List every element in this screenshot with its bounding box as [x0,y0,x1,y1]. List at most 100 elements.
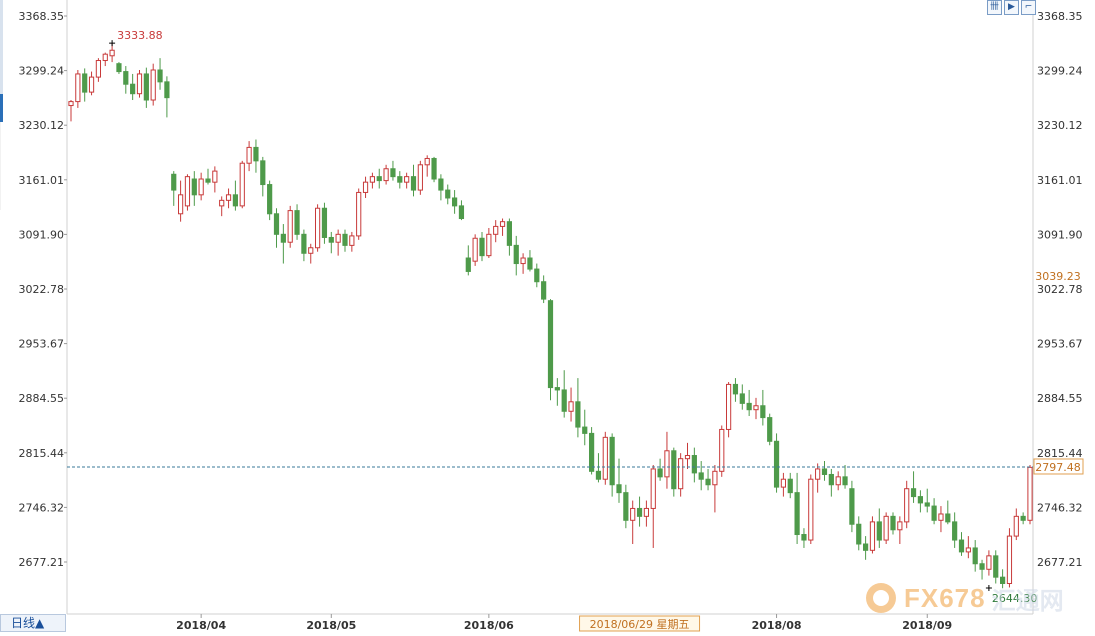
right-price-label: 3039.23 [1035,270,1081,283]
current-price-box [1033,458,1084,475]
y-tick-label-right: 3022.78 [1037,283,1083,296]
y-tick-label-right: 3299.24 [1037,65,1083,78]
candle-body [164,81,170,99]
candle-body [842,476,848,486]
candle-body [958,539,965,553]
settings-icon[interactable]: ⌐ [1021,0,1036,15]
candle-body [356,191,362,237]
y-tick-label-left: 2746.32 [19,501,65,514]
candle-body [212,170,218,183]
candle-body [397,176,403,183]
candle-body [219,199,225,207]
candle-body [520,257,526,265]
candle-body [883,515,889,541]
chart-type-icon[interactable]: 卌 [987,0,1002,15]
candle-body [178,194,184,215]
candle-body [801,534,807,541]
candle-body [130,83,136,95]
candle-body [719,428,725,472]
candle-body [335,233,341,243]
candle-body [362,181,369,193]
candle-body [205,178,211,183]
candle-body [732,383,739,395]
candle-body [486,233,492,257]
y-tick-label-left: 2815.44 [19,447,65,460]
candle-body [109,49,115,57]
candle-body [739,393,745,404]
candle-body [68,101,74,107]
candle-body [1000,576,1006,584]
y-tick-label-left: 2953.67 [19,338,65,351]
candle-body [404,176,410,183]
candle-body [95,60,102,78]
x-tick-label: 2018/05 [306,619,356,632]
candle-body [993,555,999,578]
candle-body [856,523,862,545]
candle-body [123,71,129,85]
candle-body [643,507,649,517]
candle-body [301,233,307,254]
candle-body [657,468,663,478]
candle-body [1027,466,1033,521]
candle-body [890,515,896,531]
candle-body [828,473,834,486]
candle-body [191,178,197,196]
candle-body [917,496,923,504]
y-tick-label-left: 3091.90 [19,228,65,241]
crosshair-date-box [579,615,701,632]
y-tick-label-right: 2884.55 [1037,392,1083,405]
candle-body [897,521,903,531]
candle-body [746,402,752,411]
candle-body [342,233,348,246]
candle-body [835,476,841,486]
y-tick-label-right: 2953.67 [1037,338,1083,351]
candle-body [465,257,471,272]
y-tick-label-right: 2677.21 [1037,556,1083,569]
candle-body [239,162,245,207]
candle-body [650,468,656,509]
candle-body [143,73,149,101]
candle-body [136,73,143,95]
play-icon[interactable]: ▶ [1004,0,1019,15]
candle-body [417,164,423,191]
watermark-text: FX678 [904,582,986,613]
candle-body [678,458,684,490]
candle-body [787,478,793,494]
candle-body [568,401,574,412]
candle-body [705,478,711,486]
candle-body [116,63,122,73]
candle-body [698,472,704,480]
candle-body [308,247,314,254]
candle-body [328,236,334,243]
candle-body [561,389,567,412]
candle-body [869,521,876,551]
candle-body [630,507,636,521]
candle-body [863,543,869,551]
candle-body [609,436,615,486]
y-tick-label-left: 3299.24 [19,65,65,78]
candle-body [979,563,985,570]
x-tick-label: 2018/06 [464,619,514,632]
candle-body [1013,515,1019,537]
candle-body [541,281,547,300]
period-selector[interactable]: 日线▲ [0,614,66,632]
candle-body [664,450,670,478]
candle-body [726,383,732,430]
candle-body [575,401,581,428]
candle-body [595,470,602,480]
candle-body [452,197,458,207]
candle-body [472,237,478,262]
y-tick-label-right: 3230.12 [1037,119,1083,132]
candle-body [294,210,300,235]
candle-body [938,513,944,521]
candle-body [910,488,917,498]
current-price-label: 2797.48 [1035,461,1081,474]
y-tick-label-left: 2884.55 [19,392,65,405]
candle-body [493,225,499,235]
candle-body [184,176,191,207]
candle-body [445,189,451,199]
candle-body [273,213,280,235]
max-label: 3333.88 [117,29,163,42]
left-edge-bar [0,0,3,98]
